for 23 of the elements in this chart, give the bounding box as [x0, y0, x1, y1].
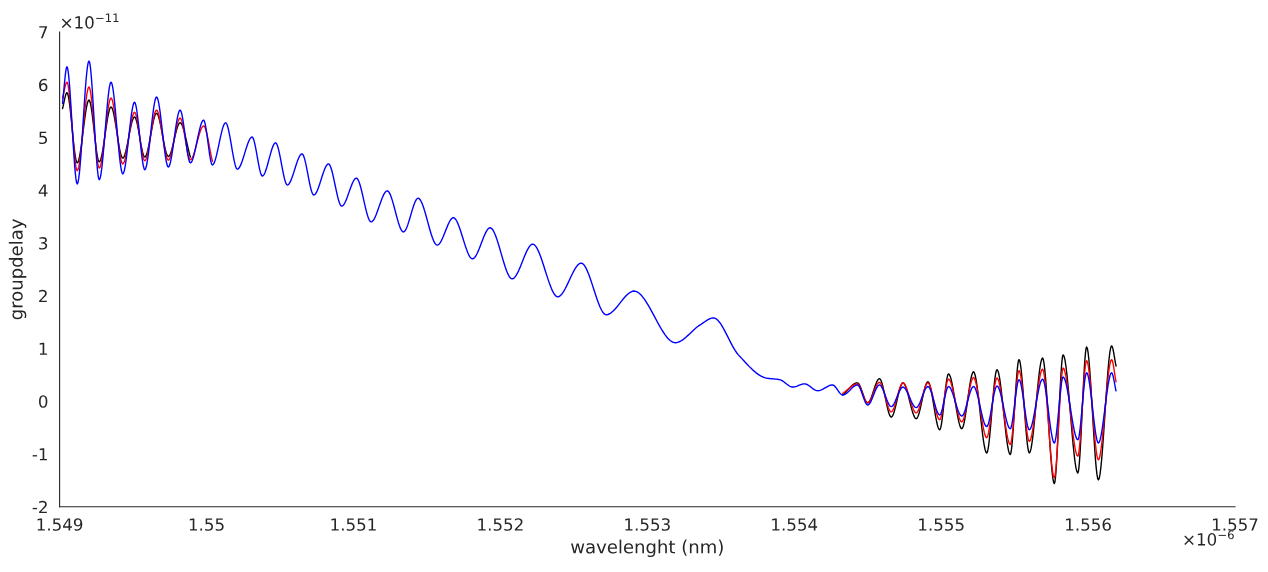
y-tick-label: 6 [39, 78, 48, 92]
x-tick-label: 1.557 [1213, 518, 1258, 531]
x-tick-label: 1.55 [189, 518, 224, 531]
y-tick-label: 3 [39, 237, 48, 250]
y-tick-label: 5 [39, 131, 48, 145]
text: ×10$^{−11}$ [61, 13, 119, 29]
x-tick-label: 1.552 [478, 518, 523, 531]
text: ×10$^{−6}$ [1184, 530, 1234, 546]
y-tick-label: 7 [39, 26, 48, 39]
y-tick-label: 2 [39, 289, 47, 303]
x-tick-label: 1.551 [331, 518, 376, 531]
x-tick-label: 1.553 [625, 518, 670, 531]
y-axis-title: groupdelay [8, 219, 27, 320]
y-tick-label: -2 [32, 500, 47, 514]
y-tick-label: 4 [38, 184, 48, 197]
x-tick-label: 1.554 [772, 518, 818, 531]
x-tick-label: 1.549 [37, 518, 83, 531]
y-tick-label: -1 [32, 448, 47, 461]
x-tick-label: 1.556 [1066, 518, 1111, 531]
x-tick-label: 1.555 [919, 518, 964, 531]
y-tick-label: 0 [38, 395, 48, 408]
x-axis-title: wavelenght (nm) [571, 539, 723, 558]
y-tick-label: 1 [39, 342, 47, 355]
